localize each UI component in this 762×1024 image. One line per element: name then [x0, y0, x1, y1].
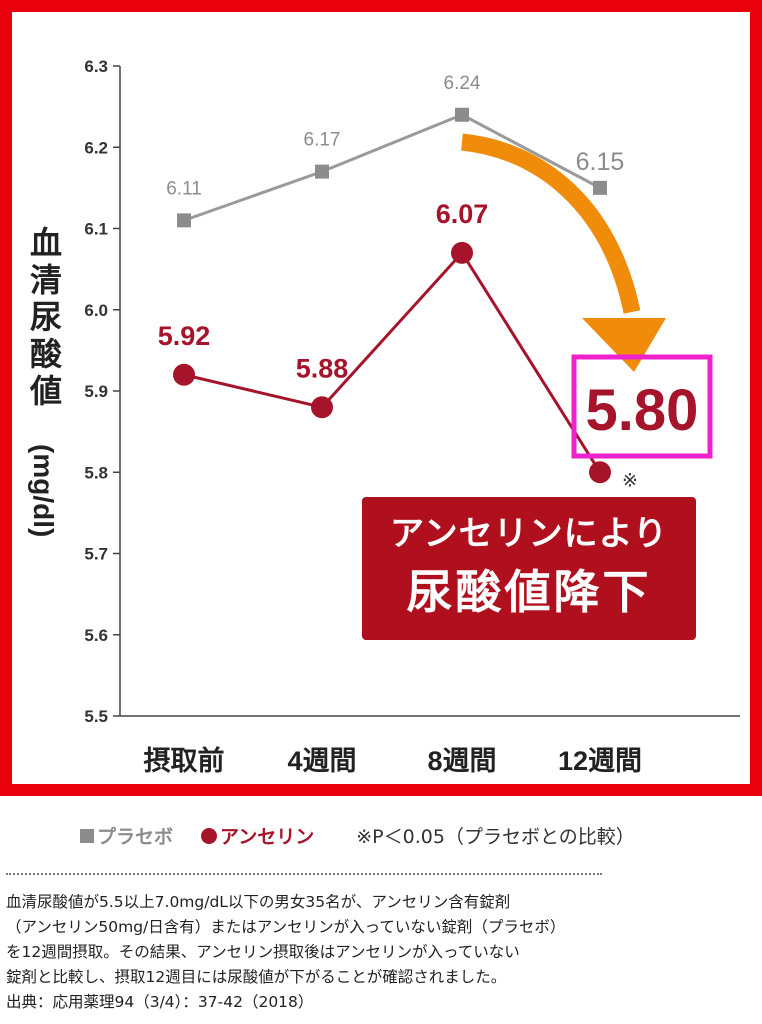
x-tick-label: 12週間 — [558, 746, 642, 776]
highlight-value: 5.80 — [586, 378, 699, 443]
series-layer: 6.11 6.17 6.24 6.15 5.92 5.88 6.07 ※ — [158, 73, 638, 492]
y-axis-label: 血清尿酸値 (mg/dl) — [28, 225, 63, 537]
y-axis-label-char: 清 — [30, 262, 62, 298]
y-axis-label-char: 値 — [29, 373, 62, 409]
legend-item-anserine: アンセリン — [201, 822, 314, 849]
result-callout: アンセリンにより 尿酸値降下 — [362, 497, 696, 640]
y-tick-label: 5.5 — [84, 707, 108, 726]
y-tick-label: 5.6 — [84, 626, 108, 645]
placebo-point — [455, 107, 469, 122]
anserine-line — [183, 250, 602, 474]
red-frame — [0, 0, 762, 796]
square-marker-icon — [80, 829, 94, 843]
placebo-point — [177, 213, 191, 228]
callout-line-2: 尿酸値降下 — [406, 565, 652, 619]
highlight-box: 5.80 — [571, 354, 713, 459]
study-description: 血清尿酸値が5.5以上7.0mg/dL以下の男女35名が、アンセリン含有錠剤 （… — [6, 890, 606, 1015]
anserine-data-label: 5.92 — [158, 321, 211, 351]
uric-acid-line-chart: 6.3 6.2 6.1 6.0 5.9 5.8 5.7 5.6 5.5 摂取前 4週間 8週間 12週… — [28, 57, 740, 776]
significance-mark: ※ — [622, 470, 638, 491]
legend-placebo-label: プラセボ — [97, 826, 174, 848]
y-axis-label-char: 血 — [30, 225, 62, 261]
y-tick-label: 5.9 — [84, 382, 108, 401]
y-tick-label: 6.1 — [84, 220, 108, 239]
placebo-data-label: 6.24 — [444, 73, 481, 94]
y-tick-labels: 6.3 6.2 6.1 6.0 5.9 5.8 5.7 5.6 5.5 — [84, 57, 120, 726]
description-line: 血清尿酸値が5.5以上7.0mg/dL以下の男女35名が、アンセリン含有錠剤 — [6, 893, 511, 911]
x-tick-labels: 摂取前 4週間 8週間 12週間 — [144, 745, 643, 776]
y-tick-label: 5.7 — [84, 545, 108, 564]
placebo-data-label: 6.17 — [304, 130, 341, 151]
x-tick-label: 摂取前 — [144, 745, 225, 776]
placebo-point — [593, 180, 607, 195]
significance-note: ※P＜0.05（プラセボとの比較） — [356, 826, 635, 848]
circle-marker-icon — [201, 828, 218, 844]
x-tick-label: 8週間 — [427, 746, 496, 776]
highlight-frame — [571, 354, 713, 459]
anserine-point — [589, 461, 611, 484]
description-line: を12週間摂取。その結果、アンセリン摂取後はアンセリンが入っていない — [6, 943, 520, 961]
legend: プラセボ アンセリン ※P＜0.05（プラセボとの比較） — [80, 822, 635, 849]
orange-arrow-icon — [461, 133, 666, 372]
legend-anserine-label: アンセリン — [220, 826, 315, 848]
y-tick-label: 6.0 — [84, 301, 108, 320]
x-tick-label: 4週間 — [287, 746, 356, 776]
anserine-data-label: 6.07 — [436, 199, 489, 229]
y-axis-unit: (mg/dl) — [28, 444, 59, 537]
anserine-point — [173, 363, 195, 386]
y-axis-label-char: 酸 — [30, 336, 63, 372]
description-line: （アンセリン50mg/日含有）またはアンセリンが入っていない錠剤（プラセボ） — [6, 918, 566, 936]
dotted-divider — [6, 873, 602, 875]
y-tick-label: 6.2 — [84, 138, 108, 157]
y-tick-label: 5.8 — [84, 463, 108, 482]
placebo-data-label: 6.15 — [576, 148, 625, 176]
anserine-data-label: 5.88 — [296, 353, 349, 383]
y-tick-label: 6.3 — [84, 57, 108, 76]
description-line: 錠剤と比較し、摂取12週目には尿酸値が下がることが確認されました。 — [6, 968, 507, 986]
placebo-data-label: 6.11 — [166, 178, 202, 199]
anserine-point — [451, 241, 473, 264]
callout-line-1: アンセリンにより — [390, 514, 668, 554]
placebo-point — [315, 164, 329, 179]
legend-item-placebo: プラセボ — [80, 822, 173, 849]
y-axis-label-char: 尿 — [30, 299, 62, 335]
placebo-line — [183, 113, 601, 222]
anserine-point — [311, 396, 333, 419]
source-citation: 出典：応用薬理94（3/4）：37-42（2018） — [6, 993, 314, 1011]
